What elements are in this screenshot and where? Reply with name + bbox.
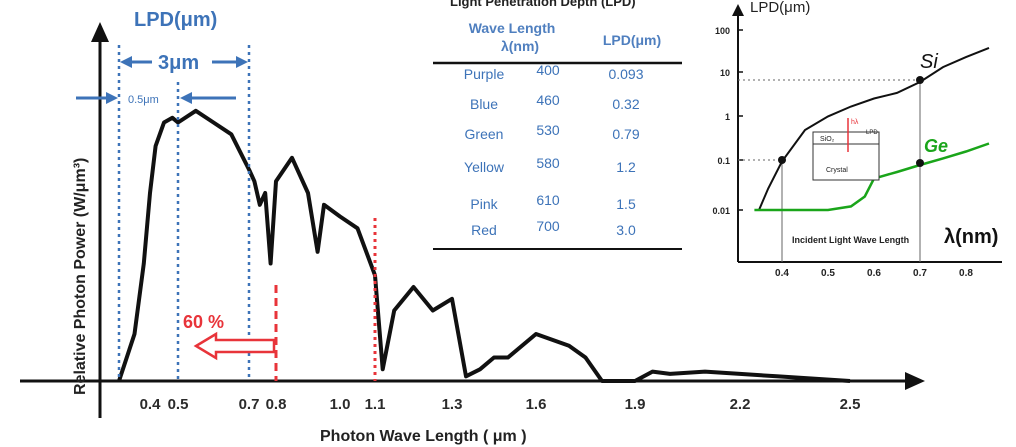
inset-caption: Incident Light Wave Length (792, 235, 909, 245)
lpd-table: Light Penetration Depth (LPD) Wave Lengt… (433, 0, 682, 250)
inset-y-tick: 0.1 (717, 156, 730, 166)
lpd-label: LPD(μm) (134, 9, 217, 31)
width-3um-arrowhead-right (236, 56, 248, 68)
inset-chart: LPD(μm) 100 10 1 0.1 0.01 0.4 0.5 0.6 0.7 0.8 Si… (712, 0, 1002, 279)
table-cell-lpd: 1.5 (616, 196, 636, 212)
table-cell-color: Yellow (464, 159, 505, 175)
inset-x-tick: 0.8 (959, 268, 973, 279)
table-cell-wavelength: 460 (536, 92, 560, 108)
spectrum-curve (117, 108, 851, 383)
main-x-axis-arrow (905, 372, 925, 390)
crystal-diagram-crystal: Crystal (826, 167, 848, 174)
table-rows: Purple 400 0.093 Blue 460 0.32 Green 530 0.79 Yel… (464, 62, 644, 238)
inset-y-tick: 100 (715, 26, 730, 36)
main-y-axis-arrow (91, 22, 109, 42)
si-curve (758, 46, 990, 211)
table-cell-wavelength: 700 (536, 218, 560, 234)
inset-x-tick: 0.6 (867, 268, 881, 279)
inset-x-tick: 0.7 (913, 268, 927, 279)
ge-point-07 (916, 159, 924, 167)
crystal-diagram-box (812, 131, 880, 181)
percent-arrow (193, 331, 276, 361)
main-y-label: Relative Photon Power (W/μm³) (72, 158, 89, 395)
inset-y-tick: 0.01 (712, 206, 730, 216)
table-header-lambda: λ(nm) (501, 38, 539, 54)
table-cell-lpd: 0.093 (608, 66, 643, 82)
width-05um-label: 0.5μm (128, 94, 159, 106)
inset-y-axis-arrow (732, 4, 744, 16)
table-cell-color: Purple (464, 66, 505, 82)
main-x-label: Photon Wave Length ( μm ) (320, 428, 527, 445)
main-x-tick: 1.9 (625, 396, 646, 413)
table-cell-lpd: 0.79 (612, 126, 639, 142)
crystal-diagram-lpd: LPD (866, 130, 878, 136)
main-x-tick: 0.7 (239, 396, 260, 413)
table-header-wavelength: Wave Length (469, 20, 556, 36)
inset-y-tick: 1 (725, 112, 730, 122)
si-point-04 (778, 156, 786, 164)
main-x-tick: 2.2 (730, 396, 751, 413)
table-cell-color: Blue (470, 96, 498, 112)
table-cell-lpd: 0.32 (612, 96, 639, 112)
main-x-tick: 1.3 (442, 396, 463, 413)
table-title: Light Penetration Depth (LPD) (450, 0, 636, 9)
table-cell-color: Red (471, 222, 497, 238)
inset-x-ticks: 0.4 0.5 0.6 0.7 0.8 (775, 268, 973, 279)
table-cell-color: Green (465, 126, 504, 142)
si-label: Si (920, 51, 938, 73)
main-x-tick: 1.1 (365, 396, 386, 413)
table-cell-wavelength: 400 (536, 62, 560, 78)
table-cell-color: Pink (470, 196, 498, 212)
table-cell-wavelength: 610 (536, 192, 560, 208)
crystal-diagram-sio2: SiO₂ (820, 136, 835, 143)
table-header-lpd: LPD(μm) (603, 32, 661, 48)
main-x-tick: 0.5 (168, 396, 189, 413)
table-cell-wavelength: 530 (536, 122, 560, 138)
main-x-tick: 0.8 (266, 396, 287, 413)
inset-y-tick: 10 (720, 68, 730, 78)
inset-x-tick: 0.5 (821, 268, 835, 279)
main-x-tick: 0.4 (140, 396, 162, 413)
crystal-diagram-hv: hλ (851, 119, 859, 126)
width-3um-label: 3μm (158, 52, 199, 74)
main-x-tick: 1.0 (330, 396, 351, 413)
table-cell-lpd: 1.2 (616, 159, 636, 175)
inset-x-tick: 0.4 (775, 268, 789, 279)
ge-label: Ge (924, 136, 948, 156)
main-x-tick: 2.5 (840, 396, 861, 413)
inset-y-label: LPD(μm) (750, 0, 810, 16)
width-05um-arrowhead-right (180, 92, 192, 104)
main-chart: LPD(μm) 3μm 0.5μm 60 % Relative Photon P… (20, 9, 925, 445)
table-cell-lpd: 3.0 (616, 222, 636, 238)
inset-x-label: λ(nm) (944, 226, 998, 248)
percent-label: 60 % (183, 312, 224, 332)
main-x-tick: 1.6 (526, 396, 547, 413)
main-tick-labels: 0.4 0.5 0.7 0.8 1.0 1.1 1.3 1.6 1.9 2.2 2.5 (140, 396, 861, 413)
si-point-07 (916, 76, 924, 84)
width-3um-arrowhead-left (120, 56, 132, 68)
width-05um-arrowhead-left (106, 92, 118, 104)
table-cell-wavelength: 580 (536, 155, 560, 171)
